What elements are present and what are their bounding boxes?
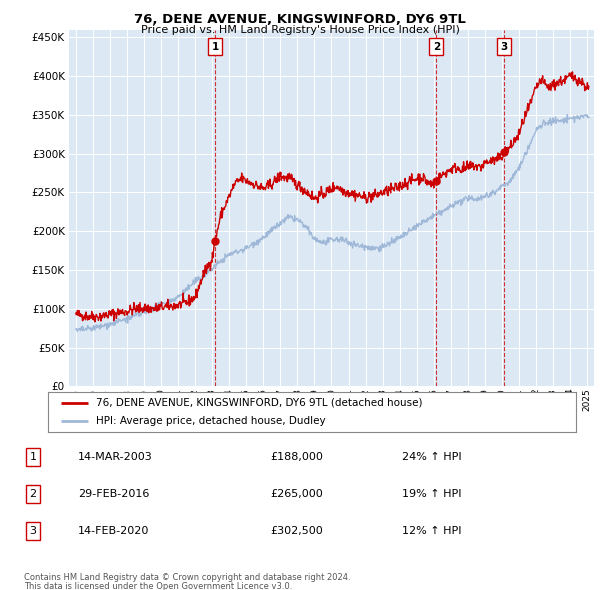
Text: 24% ↑ HPI: 24% ↑ HPI — [402, 452, 461, 461]
Text: 19% ↑ HPI: 19% ↑ HPI — [402, 489, 461, 499]
Text: 1: 1 — [29, 452, 37, 461]
Text: 3: 3 — [500, 41, 508, 51]
Text: 29-FEB-2016: 29-FEB-2016 — [78, 489, 149, 499]
Text: 14-FEB-2020: 14-FEB-2020 — [78, 526, 149, 536]
Text: Contains HM Land Registry data © Crown copyright and database right 2024.: Contains HM Land Registry data © Crown c… — [24, 573, 350, 582]
Text: 1: 1 — [211, 41, 219, 51]
Text: 3: 3 — [29, 526, 37, 536]
Text: £188,000: £188,000 — [270, 452, 323, 461]
Text: 12% ↑ HPI: 12% ↑ HPI — [402, 526, 461, 536]
Text: 2: 2 — [433, 41, 440, 51]
Text: £302,500: £302,500 — [270, 526, 323, 536]
Text: Price paid vs. HM Land Registry's House Price Index (HPI): Price paid vs. HM Land Registry's House … — [140, 25, 460, 35]
Text: 76, DENE AVENUE, KINGSWINFORD, DY6 9TL: 76, DENE AVENUE, KINGSWINFORD, DY6 9TL — [134, 13, 466, 26]
Text: 14-MAR-2003: 14-MAR-2003 — [78, 452, 153, 461]
Text: £265,000: £265,000 — [270, 489, 323, 499]
Text: 2: 2 — [29, 489, 37, 499]
Text: HPI: Average price, detached house, Dudley: HPI: Average price, detached house, Dudl… — [95, 416, 325, 426]
Text: 76, DENE AVENUE, KINGSWINFORD, DY6 9TL (detached house): 76, DENE AVENUE, KINGSWINFORD, DY6 9TL (… — [95, 398, 422, 408]
Text: This data is licensed under the Open Government Licence v3.0.: This data is licensed under the Open Gov… — [24, 582, 292, 590]
